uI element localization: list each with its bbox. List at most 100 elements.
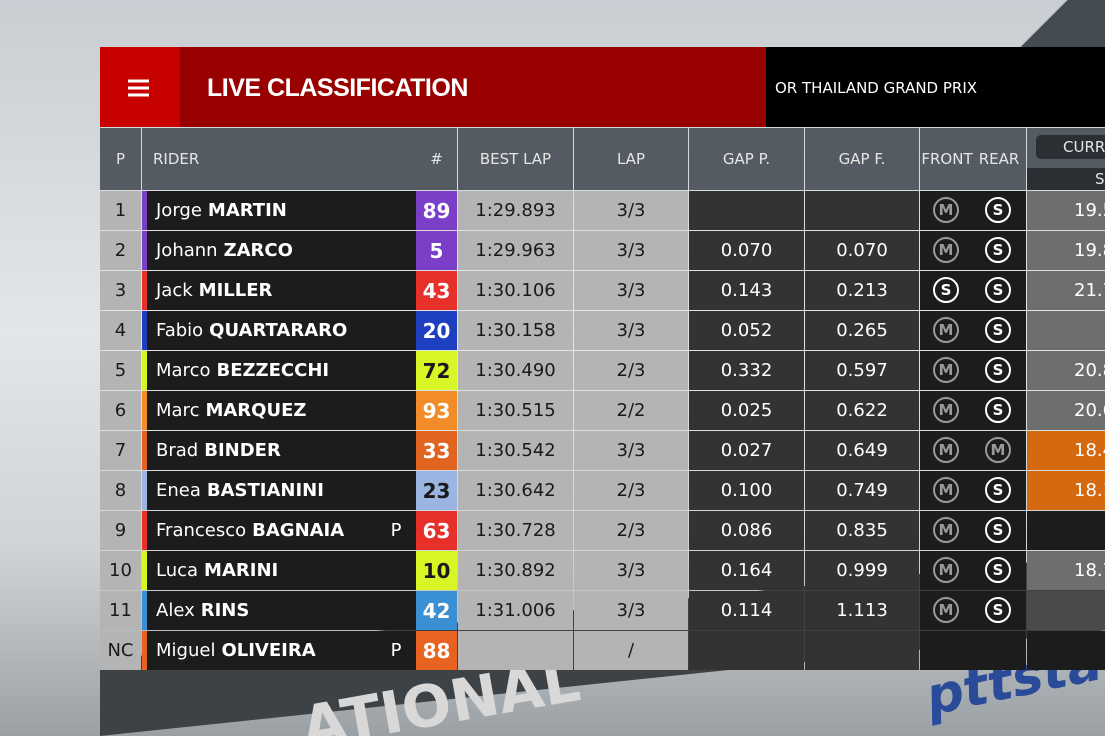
lap-cell: 3/3 bbox=[574, 231, 688, 270]
rider-number: 89 bbox=[416, 191, 457, 230]
gap-f-cell: 0.999 bbox=[805, 551, 919, 590]
rider-first-name: Enea bbox=[156, 480, 201, 501]
current-cell bbox=[1027, 311, 1105, 350]
gap-f-cell: 0.649 bbox=[805, 431, 919, 470]
best-lap-cell: 1:31.006 bbox=[458, 591, 573, 630]
tyre-rear: S bbox=[985, 517, 1011, 543]
rider-last-name: BAGNAIA bbox=[252, 520, 345, 541]
page-title: LIVE CLASSIFICATION bbox=[207, 74, 468, 102]
rider-first-name: Johann bbox=[156, 240, 218, 261]
gap-p-cell: 0.143 bbox=[689, 271, 804, 310]
tyre-front: M bbox=[933, 197, 959, 223]
rider-last-name: BASTIANINI bbox=[206, 480, 324, 501]
rider-first-name: Marc bbox=[156, 400, 200, 421]
tyre-rear: S bbox=[985, 317, 1011, 343]
rider-first-name: Jack bbox=[156, 280, 193, 301]
gap-p-cell: 0.100 bbox=[689, 471, 804, 510]
rider-color bbox=[142, 431, 147, 470]
best-lap-cell: 1:29.963 bbox=[458, 231, 573, 270]
rider-last-name: RINS bbox=[200, 600, 250, 621]
gap-f-cell: 0.749 bbox=[805, 471, 919, 510]
tyre-rear: S bbox=[985, 357, 1011, 383]
rider-cell: Jack MILLER bbox=[147, 271, 416, 310]
current-cell: 20.8 bbox=[1027, 351, 1105, 390]
tyre-rear: S bbox=[985, 597, 1011, 623]
best-lap-cell: 1:30.515 bbox=[458, 391, 573, 430]
tyre-front: M bbox=[933, 557, 959, 583]
position-cell: 6 bbox=[100, 391, 141, 430]
best-lap-cell: 1:29.893 bbox=[458, 191, 573, 230]
rider-first-name: Francesco bbox=[156, 520, 247, 541]
rider-cell: Francesco BAGNAIA bbox=[147, 511, 416, 550]
rider-number: 42 bbox=[416, 591, 457, 630]
current-cell: 18.1 bbox=[1027, 471, 1105, 510]
best-lap-cell: 1:30.490 bbox=[458, 351, 573, 390]
rider-color bbox=[142, 271, 147, 310]
rider-color bbox=[142, 391, 147, 430]
gap-f-cell: 0.835 bbox=[805, 511, 919, 550]
current-cell: 19.5 bbox=[1027, 191, 1105, 230]
header-cell: REAR bbox=[978, 150, 1020, 168]
rider-last-name: MARTIN bbox=[207, 200, 287, 221]
current-cell bbox=[1027, 591, 1105, 630]
current-cell: 21.7 bbox=[1027, 271, 1105, 310]
rider-color bbox=[142, 351, 147, 390]
header-cell: GAP P. bbox=[689, 128, 804, 190]
gap-p-cell: 0.070 bbox=[689, 231, 804, 270]
rider-first-name: Miguel bbox=[156, 640, 216, 661]
gap-f-cell: 0.265 bbox=[805, 311, 919, 350]
lap-cell: 2/3 bbox=[574, 471, 688, 510]
tyre-rear: S bbox=[985, 477, 1011, 503]
tyre-front: M bbox=[933, 597, 959, 623]
rider-last-name: QUARTARARO bbox=[209, 320, 348, 341]
best-lap-cell: 1:30.106 bbox=[458, 271, 573, 310]
header-cell: CURR bbox=[1036, 135, 1105, 159]
gap-p-cell: 0.114 bbox=[689, 591, 804, 630]
position-cell: 2 bbox=[100, 231, 141, 270]
header-cell bbox=[920, 128, 1026, 190]
best-lap-cell: 1:30.542 bbox=[458, 431, 573, 470]
position-cell: 1 bbox=[100, 191, 141, 230]
gap-f-cell: 0.213 bbox=[805, 271, 919, 310]
rider-cell: Enea BASTIANINI bbox=[147, 471, 416, 510]
lap-cell: 2/3 bbox=[574, 511, 688, 550]
lap-cell: 3/3 bbox=[574, 191, 688, 230]
current-cell: 20.6 bbox=[1027, 391, 1105, 430]
rider-flag: P bbox=[390, 640, 402, 661]
rider-color bbox=[142, 231, 147, 270]
rider-color bbox=[142, 511, 147, 550]
rider-color bbox=[142, 591, 147, 630]
header-cell: LAP bbox=[574, 128, 688, 190]
rider-number: 93 bbox=[416, 391, 457, 430]
rider-last-name: BEZZECCHI bbox=[216, 360, 330, 381]
rider-first-name: Alex bbox=[156, 600, 195, 621]
gap-f-cell: 0.597 bbox=[805, 351, 919, 390]
rider-color bbox=[142, 631, 147, 670]
lap-cell: 2/3 bbox=[574, 351, 688, 390]
rider-color bbox=[142, 551, 147, 590]
tyre-front: M bbox=[933, 317, 959, 343]
tyre-front: M bbox=[933, 357, 959, 383]
tyre-front: M bbox=[933, 237, 959, 263]
best-lap-cell: 1:30.158 bbox=[458, 311, 573, 350]
gap-p-cell: 0.052 bbox=[689, 311, 804, 350]
rider-number: 5 bbox=[416, 231, 457, 270]
gap-f-cell: 0.622 bbox=[805, 391, 919, 430]
gap-p-cell bbox=[689, 631, 804, 670]
gap-p-cell: 0.164 bbox=[689, 551, 804, 590]
rider-number: 72 bbox=[416, 351, 457, 390]
lap-cell: 3/3 bbox=[574, 271, 688, 310]
rider-number: 88 bbox=[416, 631, 457, 670]
gap-p-cell bbox=[689, 191, 804, 230]
gap-p-cell: 0.332 bbox=[689, 351, 804, 390]
rider-cell: Alex RINS bbox=[147, 591, 416, 630]
event-bar bbox=[766, 47, 1105, 127]
gap-f-cell bbox=[805, 631, 919, 670]
gap-f-cell bbox=[805, 191, 919, 230]
rider-first-name: Marco bbox=[156, 360, 211, 381]
gap-p-cell: 0.027 bbox=[689, 431, 804, 470]
rider-first-name: Jorge bbox=[156, 200, 202, 221]
header-cell: S bbox=[1027, 168, 1105, 190]
position-cell: 4 bbox=[100, 311, 141, 350]
gap-f-cell: 1.113 bbox=[805, 591, 919, 630]
